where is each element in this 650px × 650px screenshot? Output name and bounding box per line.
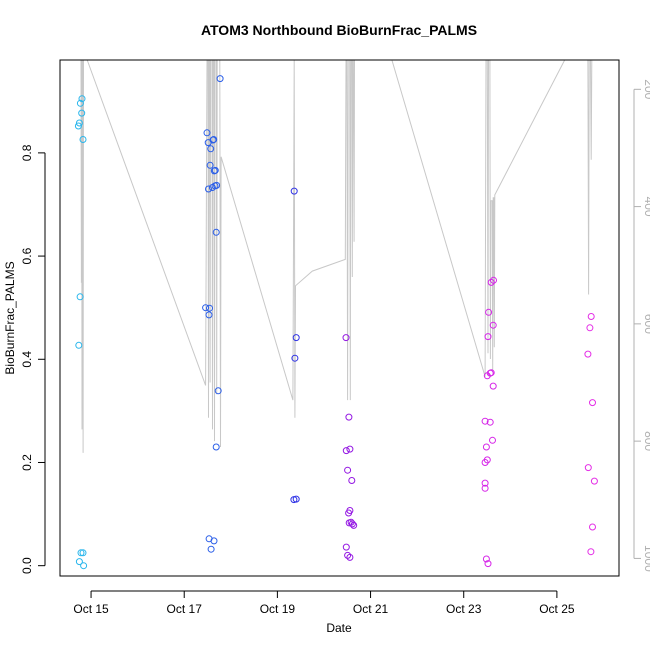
data-point bbox=[484, 333, 492, 341]
data-point bbox=[489, 436, 496, 444]
data-point bbox=[487, 278, 495, 286]
data-point bbox=[483, 456, 491, 464]
data-point bbox=[489, 382, 497, 390]
right-tick-label: 600 bbox=[642, 314, 650, 334]
data-point bbox=[486, 418, 494, 426]
x-tick-label: Oct 21 bbox=[353, 602, 389, 616]
data-point bbox=[212, 228, 220, 236]
data-point bbox=[485, 308, 493, 316]
x-tick-label: Oct 23 bbox=[446, 602, 482, 616]
data-point bbox=[342, 334, 350, 342]
x-axis-label: Date bbox=[326, 621, 352, 635]
data-point bbox=[348, 520, 356, 528]
data-point bbox=[584, 350, 592, 358]
data-point bbox=[212, 443, 220, 451]
data-point bbox=[75, 119, 83, 127]
data-point bbox=[489, 321, 497, 329]
axes-layer: Oct 15 Oct 17 Oct 19 Oct 21 Oct 23 Oct 25 0.0 0… bbox=[20, 59, 650, 616]
right-tick-label: 800 bbox=[642, 431, 650, 451]
y-tick-label: 0.6 bbox=[20, 247, 34, 264]
data-point bbox=[589, 523, 596, 531]
data-point bbox=[584, 464, 592, 472]
y-tick-label: 0.8 bbox=[20, 144, 34, 161]
data-point bbox=[590, 477, 598, 485]
data-point bbox=[202, 304, 210, 312]
data-point bbox=[78, 95, 86, 103]
y-tick-label: 0.2 bbox=[20, 454, 34, 471]
x-tick-label: Oct 15 bbox=[73, 602, 109, 616]
data-point bbox=[291, 354, 299, 362]
right-tick-label: 400 bbox=[642, 197, 650, 217]
data-point bbox=[481, 479, 489, 487]
plot-frame bbox=[59, 59, 620, 577]
data-point bbox=[490, 276, 497, 284]
data-point bbox=[79, 136, 87, 143]
data-point bbox=[213, 181, 221, 189]
pressure-trace-layer bbox=[80, 59, 593, 453]
y-axis-label: BioBurnFrac_PALMS bbox=[3, 261, 17, 374]
data-point bbox=[350, 521, 358, 529]
data-point bbox=[587, 313, 595, 320]
data-point bbox=[211, 166, 219, 174]
data-point bbox=[74, 122, 82, 130]
data-point bbox=[80, 562, 88, 570]
data-point bbox=[342, 543, 350, 551]
data-point bbox=[75, 558, 83, 566]
data-point bbox=[205, 311, 213, 319]
pressure-trace-line bbox=[80, 59, 593, 453]
data-point bbox=[589, 399, 596, 407]
data-point bbox=[292, 334, 300, 342]
data-point bbox=[346, 553, 354, 561]
data-point bbox=[206, 304, 213, 312]
data-point bbox=[203, 129, 211, 137]
data-point bbox=[344, 466, 352, 474]
data-point bbox=[210, 537, 218, 545]
data-point bbox=[292, 495, 300, 503]
data-point bbox=[210, 136, 218, 143]
data-point bbox=[484, 560, 492, 568]
data-point bbox=[214, 387, 222, 395]
data-point bbox=[206, 161, 214, 169]
data-point bbox=[346, 507, 354, 514]
data-point bbox=[482, 555, 490, 563]
data-point bbox=[207, 545, 215, 553]
x-tick-label: Oct 19 bbox=[260, 602, 296, 616]
data-point bbox=[76, 293, 84, 301]
right-tick-label: 200 bbox=[642, 79, 650, 99]
data-point bbox=[75, 341, 83, 349]
data-point bbox=[348, 477, 356, 484]
data-points-layer bbox=[74, 75, 598, 570]
data-point bbox=[345, 413, 353, 421]
data-point bbox=[482, 443, 490, 451]
data-point bbox=[344, 551, 352, 559]
data-point bbox=[77, 549, 85, 557]
data-point bbox=[290, 187, 298, 195]
right-tick-label: 1000 bbox=[642, 545, 650, 572]
data-point bbox=[207, 145, 215, 153]
data-point bbox=[346, 445, 354, 453]
x-tick-label: Oct 17 bbox=[167, 602, 203, 616]
data-point bbox=[587, 548, 595, 556]
chart-title: ATOM3 Northbound BioBurnFrac_PALMS bbox=[201, 22, 477, 38]
x-tick-label: Oct 25 bbox=[539, 602, 575, 616]
y-tick-label: 0.0 bbox=[20, 557, 34, 574]
data-point bbox=[342, 447, 350, 455]
data-point bbox=[79, 549, 87, 557]
data-point bbox=[481, 484, 489, 492]
data-point bbox=[586, 324, 594, 332]
data-point bbox=[78, 109, 86, 117]
data-point bbox=[216, 75, 224, 83]
data-point bbox=[205, 185, 212, 193]
data-point bbox=[481, 417, 489, 425]
data-point bbox=[76, 99, 84, 107]
data-point bbox=[487, 369, 495, 377]
y-tick-label: 0.4 bbox=[20, 351, 34, 368]
